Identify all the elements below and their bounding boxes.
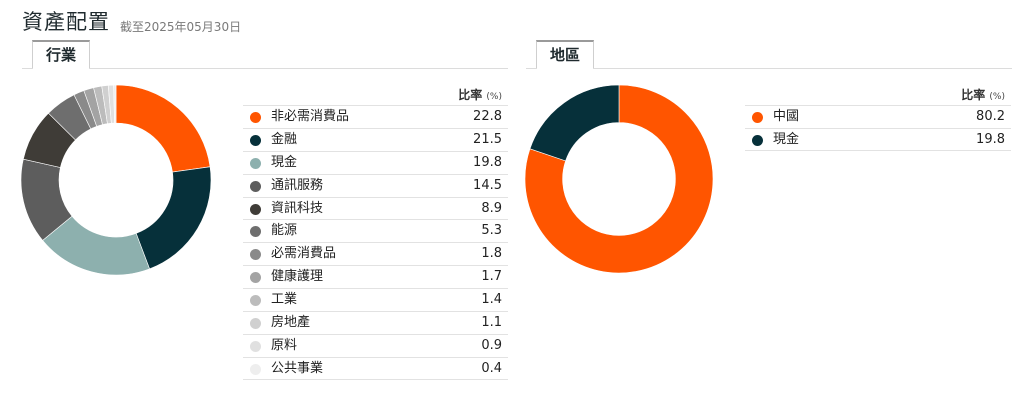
legend-dot — [250, 295, 261, 307]
category-label: 健康護理 — [271, 269, 324, 285]
table-row: 能源 5.3 — [243, 219, 508, 242]
table-row: 資訊科技 8.9 — [243, 196, 508, 220]
table-row: 非必需消費品 22.8 — [243, 105, 508, 128]
ratio-value: 1.8 — [481, 246, 502, 262]
region-tabbar: 地區 — [526, 40, 1012, 69]
ratio-value: 8.9 — [481, 200, 502, 216]
table-row: 房地產 1.1 — [243, 311, 508, 334]
table-row: 現金 19.8 — [243, 150, 508, 174]
ratio-value: 19.8 — [473, 154, 502, 170]
category-label: 通訊服務 — [271, 177, 324, 193]
legend-dot — [250, 272, 261, 284]
table-row: 必需消費品 1.8 — [243, 242, 508, 265]
ratio-value: 1.1 — [481, 315, 502, 331]
table-row: 原料 0.9 — [243, 333, 508, 357]
category-label: 必需消費品 — [271, 246, 337, 262]
legend-dot — [752, 112, 763, 123]
category-label: 能源 — [271, 223, 298, 239]
sector-donut-chart — [20, 84, 212, 276]
donut-slice-1 — [115, 84, 211, 173]
table-row: 金融 21.5 — [243, 127, 508, 151]
legend-dot — [250, 112, 261, 123]
ratio-unit: (%) — [989, 92, 1005, 102]
sector-tabbar: 行業 — [22, 40, 508, 69]
ratio-value: 19.8 — [976, 131, 1005, 147]
category-label: 資訊科技 — [271, 200, 324, 216]
legend-dot — [250, 180, 261, 192]
ratio-value: 22.8 — [473, 109, 502, 124]
donut-slice-12 — [113, 84, 117, 124]
donut-slice-1 — [524, 84, 714, 274]
ratio-value: 0.9 — [481, 337, 502, 353]
legend-dot — [250, 318, 261, 330]
legend-dot — [250, 226, 261, 238]
sector-table: 比率 (%) 非必需消費品 22.8 金融 21.5 現金 19.8 通訊服務 14.5 資訊科… — [243, 85, 508, 380]
legend-dot — [250, 134, 261, 146]
region-panel: 地區 — [526, 40, 1012, 69]
region-table: 比率 (%) 中國 80.2 現金 19.8 — [745, 85, 1011, 151]
category-label: 房地產 — [271, 315, 311, 331]
category-label: 現金 — [773, 131, 800, 147]
legend-dot — [752, 134, 763, 146]
legend-dot — [250, 249, 261, 261]
sector-panel: 行業 — [22, 40, 508, 69]
tab-sector[interactable]: 行業 — [32, 40, 91, 69]
category-label: 金融 — [271, 131, 298, 147]
table-row: 公共事業 0.4 — [243, 356, 508, 380]
donut-slice-2 — [529, 84, 620, 162]
sector-table-header: 比率 (%) — [243, 85, 508, 105]
tab-region[interactable]: 地區 — [536, 40, 595, 69]
table-row: 通訊服務 14.5 — [243, 173, 508, 197]
ratio-unit: (%) — [486, 92, 502, 102]
ratio-value: 1.7 — [481, 269, 502, 285]
ratio-header: 比率 — [458, 88, 483, 102]
legend-dot — [250, 340, 261, 352]
table-row: 健康護理 1.7 — [243, 265, 508, 288]
page-title: 資產配置 — [22, 10, 110, 34]
ratio-value: 5.3 — [481, 223, 502, 239]
table-row: 中國 80.2 — [745, 105, 1011, 128]
category-label: 工業 — [271, 292, 298, 308]
category-label: 公共事業 — [271, 360, 324, 376]
legend-dot — [250, 203, 261, 215]
ratio-value: 0.4 — [481, 360, 502, 376]
category-label: 非必需消費品 — [271, 109, 350, 124]
category-label: 現金 — [271, 154, 298, 170]
ratio-value: 1.4 — [481, 292, 502, 308]
region-donut-chart — [524, 84, 714, 274]
category-label: 原料 — [271, 337, 298, 353]
as-of-date: 截至2025年05月30日 — [120, 20, 242, 34]
ratio-header: 比率 — [961, 88, 986, 102]
table-row: 工業 1.4 — [243, 288, 508, 311]
region-table-header: 比率 (%) — [745, 85, 1011, 105]
donut-slice-2 — [135, 166, 212, 270]
ratio-value: 14.5 — [473, 177, 502, 193]
ratio-value: 80.2 — [976, 109, 1005, 124]
table-row: 現金 19.8 — [745, 127, 1011, 151]
legend-dot — [250, 363, 261, 375]
legend-dot — [250, 157, 261, 169]
ratio-value: 21.5 — [473, 131, 502, 147]
category-label: 中國 — [773, 109, 800, 124]
